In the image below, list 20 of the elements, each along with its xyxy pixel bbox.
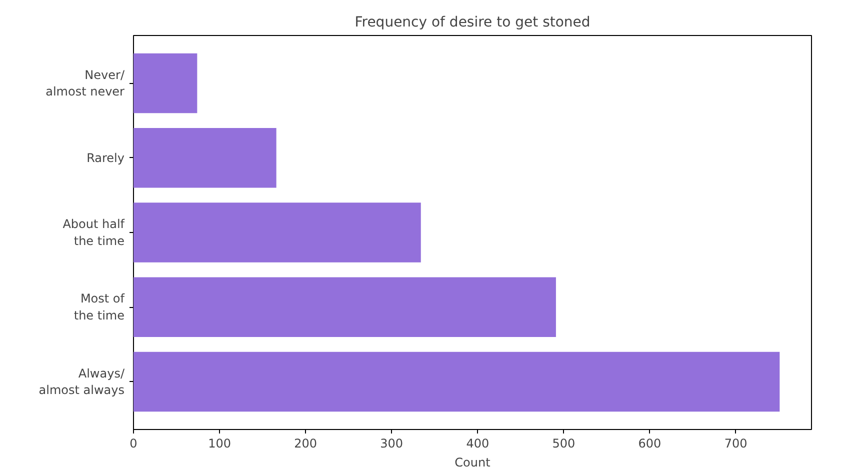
y-tick-label: About half the time [62,217,126,248]
x-tick-label: 600 [638,436,662,450]
bar [134,202,421,262]
x-tick-label: 700 [724,436,748,450]
x-tick-label: 100 [208,436,231,450]
chart-title: Frequency of desire to get stoned [354,14,590,30]
x-tick-label: 200 [294,436,318,450]
bar [134,352,780,412]
y-tick-label: Rarely [86,150,125,165]
y-tick-label: Most of the time [74,292,126,323]
x-axis-title: Count [454,456,491,470]
x-tick-label: 400 [466,436,490,450]
y-tick-label: Never/ almost never [46,68,126,99]
bar [134,53,198,114]
bar [134,277,556,337]
x-tick-label: 0 [130,436,138,450]
y-tick-label: Always/ almost always [38,366,126,398]
x-tick-label: 500 [552,436,576,450]
x-tick-label: 300 [380,436,404,450]
bar [134,128,276,188]
